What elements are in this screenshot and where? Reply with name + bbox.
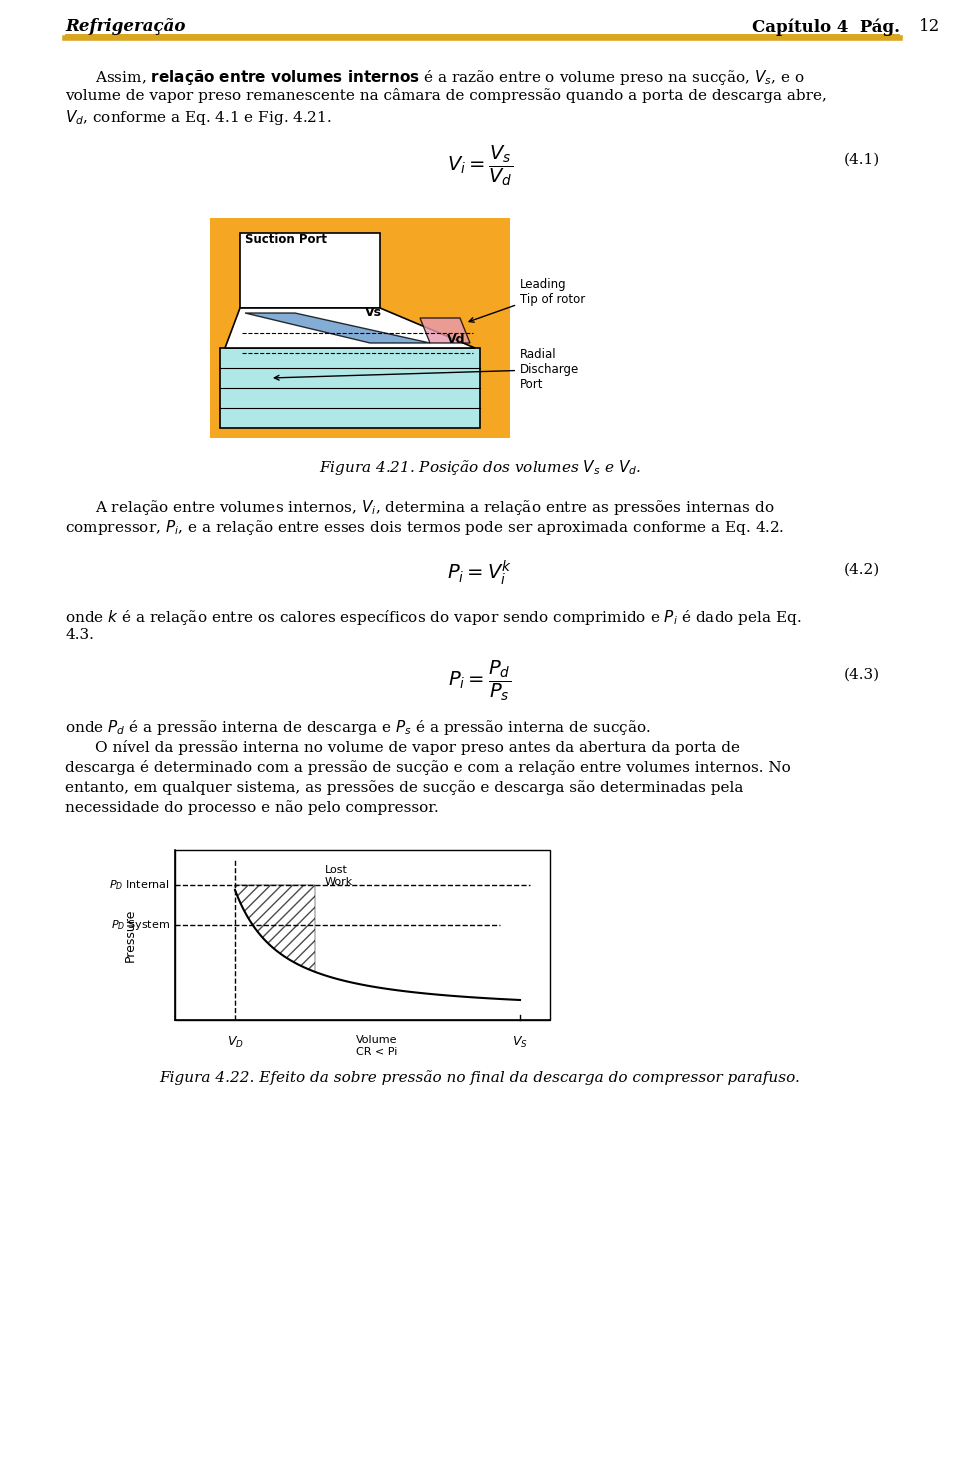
Text: Suction Port: Suction Port	[245, 233, 327, 246]
Text: Vd: Vd	[447, 332, 466, 346]
Bar	[220, 348, 480, 429]
Bar	[210, 219, 510, 437]
Text: descarga é determinado com a pressão de sucção e com a relação entre volumes int: descarga é determinado com a pressão de …	[65, 760, 791, 776]
Text: (4.2): (4.2)	[844, 563, 880, 577]
Bar	[175, 850, 550, 1021]
Text: volume de vapor preso remanescente na câmara de compressão quando a porta de des: volume de vapor preso remanescente na câ…	[65, 87, 827, 104]
Text: Vs: Vs	[365, 306, 382, 319]
Text: Capítulo 4  Pág.: Capítulo 4 Pág.	[752, 17, 900, 35]
Text: $V_S$: $V_S$	[512, 1035, 528, 1050]
Text: Refrigeração: Refrigeração	[65, 17, 185, 35]
Text: (4.3): (4.3)	[844, 668, 880, 682]
Text: necessidade do processo e não pelo compressor.: necessidade do processo e não pelo compr…	[65, 800, 439, 815]
Text: Figura 4.22. Efeito da sobre pressão no final da descarga do compressor parafuso: Figura 4.22. Efeito da sobre pressão no …	[159, 1070, 801, 1085]
Text: onde $P_d$ é a pressão interna de descarga e $P_s$ é a pressão interna de sucção: onde $P_d$ é a pressão interna de descar…	[65, 717, 651, 736]
Text: $V_d$, conforme a Eq. 4.1 e Fig. 4.21.: $V_d$, conforme a Eq. 4.1 e Fig. 4.21.	[65, 108, 332, 127]
Text: O nível da pressão interna no volume de vapor preso antes da abertura da porta d: O nível da pressão interna no volume de …	[95, 741, 740, 755]
Text: Pressure: Pressure	[124, 908, 136, 962]
Text: Lost
Work: Lost Work	[325, 865, 353, 886]
Text: A relação entre volumes internos, $V_i$, determina a relação entre as pressões i: A relação entre volumes internos, $V_i$,…	[95, 499, 775, 518]
Polygon shape	[225, 308, 475, 348]
Text: Assim, $\bf{relação\ entre\ volumes\ internos}$ é a razão entre o volume preso n: Assim, $\bf{relação\ entre\ volumes\ int…	[95, 69, 804, 87]
Text: 12: 12	[919, 17, 940, 35]
Text: $P_D$ Internal: $P_D$ Internal	[109, 878, 170, 892]
Polygon shape	[420, 318, 470, 343]
Text: 4.3.: 4.3.	[65, 628, 94, 642]
Text: Figura 4.21. Posição dos volumes $V_s$ e $V_d$.: Figura 4.21. Posição dos volumes $V_s$ e…	[319, 458, 641, 477]
Text: Volume
CR < Pi: Volume CR < Pi	[356, 1035, 397, 1057]
Text: onde $k$ é a relação entre os calores específicos do vapor sendo comprimido e $P: onde $k$ é a relação entre os calores es…	[65, 608, 802, 627]
Text: entanto, em qualquer sistema, as pressões de sucção e descarga são determinadas : entanto, em qualquer sistema, as pressõe…	[65, 780, 743, 795]
Text: $V_D$: $V_D$	[227, 1035, 244, 1050]
Text: $V_i = \dfrac{V_s}{V_d}$: $V_i = \dfrac{V_s}{V_d}$	[447, 143, 513, 188]
Text: (4.1): (4.1)	[844, 153, 880, 168]
Polygon shape	[245, 313, 430, 343]
Text: $P_i = V_i^k$: $P_i = V_i^k$	[447, 558, 513, 586]
Text: Leading
Tip of rotor: Leading Tip of rotor	[469, 278, 586, 322]
Bar	[65, 34, 900, 39]
Text: $P_i = \dfrac{P_d}{P_s}$: $P_i = \dfrac{P_d}{P_s}$	[448, 658, 512, 703]
Text: compressor, $P_i$, e a relação entre esses dois termos pode ser aproximada confo: compressor, $P_i$, e a relação entre ess…	[65, 518, 784, 537]
Text: $P_D$ System: $P_D$ System	[110, 919, 170, 932]
Text: Radial
Discharge
Port: Radial Discharge Port	[275, 348, 579, 391]
Bar	[240, 233, 380, 308]
